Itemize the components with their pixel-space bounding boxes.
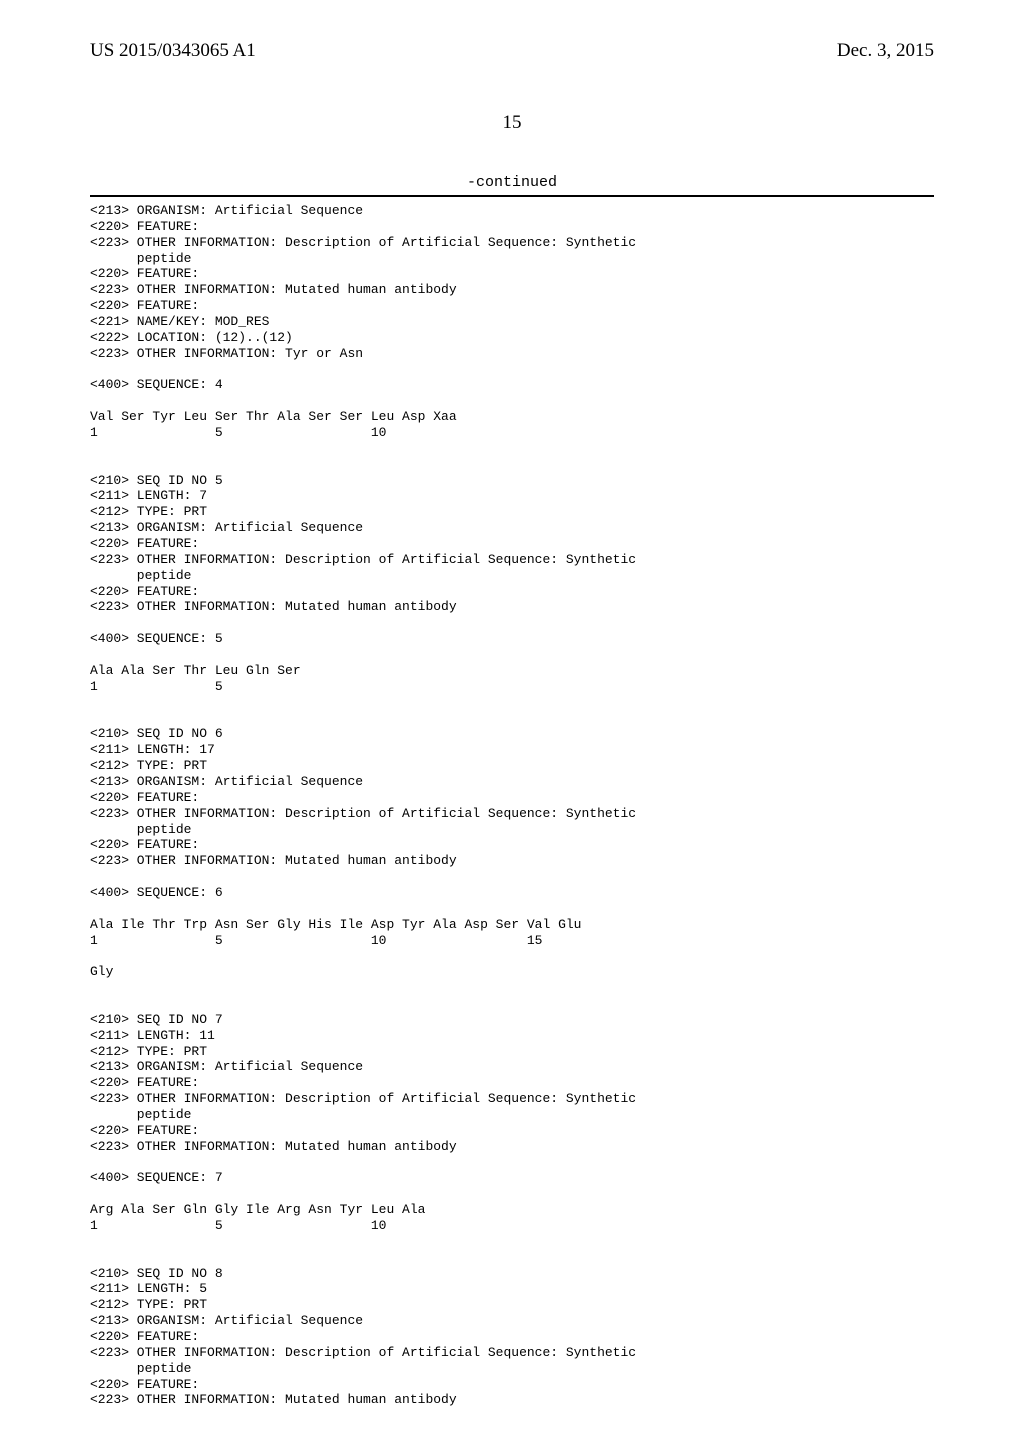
header-row: US 2015/0343065 A1 Dec. 3, 2015 — [90, 40, 934, 62]
publication-date: Dec. 3, 2015 — [837, 40, 934, 62]
page-number: 15 — [90, 112, 934, 134]
sequence-listing: <213> ORGANISM: Artificial Sequence <220… — [90, 197, 934, 1408]
publication-id: US 2015/0343065 A1 — [90, 40, 256, 62]
page-container: US 2015/0343065 A1 Dec. 3, 2015 15 -cont… — [0, 0, 1024, 1448]
continued-label: -continued — [90, 174, 934, 191]
